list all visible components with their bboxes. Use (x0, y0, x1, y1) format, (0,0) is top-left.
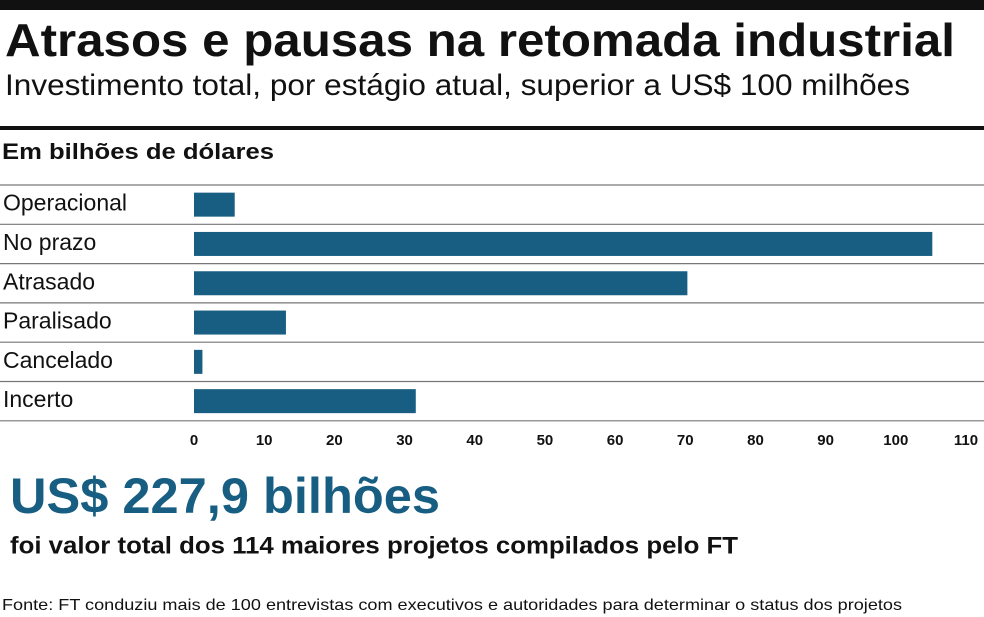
bar (194, 231, 933, 256)
section-rule (0, 126, 984, 130)
bar (194, 349, 203, 374)
top-rule (0, 0, 984, 10)
chart-title: Atrasos e pausas na retomada industrial (5, 14, 955, 66)
x-tick-label: 0 (190, 432, 198, 449)
y-tick-label: No prazo (3, 229, 96, 255)
x-tick-label: 90 (817, 432, 834, 449)
chart-subtitle: Investimento total, por estágio atual, s… (5, 69, 910, 102)
y-tick-label: Paralisado (3, 308, 112, 334)
bar (194, 389, 416, 414)
y-tick-label: Incerto (3, 386, 73, 412)
bar (194, 271, 688, 296)
highlight-caption: foi valor total dos 114 maiores projetos… (10, 532, 738, 559)
bar (194, 310, 286, 335)
x-tick-label: 80 (747, 432, 764, 449)
x-tick-label: 20 (326, 432, 343, 449)
x-tick-label: 50 (537, 432, 554, 449)
unit-label: Em bilhões de dólares (2, 139, 274, 164)
x-tick-label: 30 (396, 432, 413, 449)
highlight-number: US$ 227,9 bilhões (10, 468, 440, 524)
x-tick-label: 10 (256, 432, 273, 449)
x-tick-label: 70 (677, 432, 694, 449)
bar (194, 192, 235, 217)
source-note: Fonte: FT conduziu mais de 100 entrevist… (2, 597, 902, 614)
y-tick-label: Operacional (3, 190, 127, 216)
y-tick-label: Cancelado (3, 347, 113, 373)
x-tick-label: 60 (607, 432, 624, 449)
x-tick-label: 100 (883, 432, 908, 449)
y-tick-label: Atrasado (3, 268, 95, 294)
x-tick-label: 110 (954, 432, 978, 449)
x-tick-label: 40 (466, 432, 483, 449)
